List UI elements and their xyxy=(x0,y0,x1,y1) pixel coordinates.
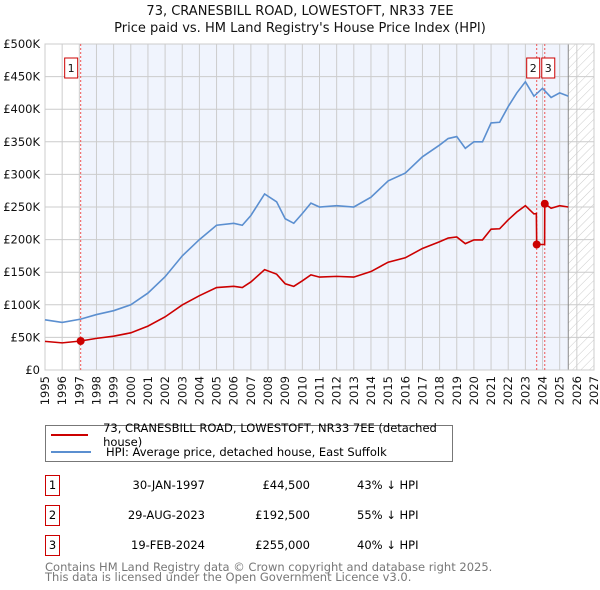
x-tick-label: 2027 xyxy=(587,376,600,405)
legend-item-property: 73, CRANESBILL ROAD, LOWESTOFT, NR33 7EE… xyxy=(46,421,452,449)
y-tick-label: £350K xyxy=(3,135,40,149)
y-tick-label: £250K xyxy=(3,200,40,214)
sale-point xyxy=(540,199,549,208)
x-tick-label: 1999 xyxy=(107,376,121,405)
chart-title: 73, CRANESBILL ROAD, LOWESTOFT, NR33 7EE xyxy=(146,4,454,19)
x-tick-label: 2008 xyxy=(261,376,275,405)
x-tick-label: 1995 xyxy=(38,376,52,405)
sale-label-box xyxy=(541,57,556,79)
x-tick-label: 2003 xyxy=(175,376,189,405)
sale-hpi: 40% ↓ HPI xyxy=(357,538,419,552)
x-tick-label: 2024 xyxy=(536,376,550,405)
legend-item-hpi: HPI: Average price, detached house, East… xyxy=(46,443,387,460)
sale-date: 29-AUG-2023 xyxy=(127,508,205,522)
y-tick-label: £450K xyxy=(3,70,40,84)
x-tick-label: 2006 xyxy=(227,376,241,405)
x-tick-label: 2012 xyxy=(330,376,344,405)
x-tick-label: 1996 xyxy=(55,376,69,405)
x-tick-label: 2007 xyxy=(244,376,258,405)
chart-subtitle: Price paid vs. HM Land Registry's House … xyxy=(114,21,486,36)
x-tick-label: 2021 xyxy=(484,376,498,405)
x-tick-label: 2014 xyxy=(364,376,378,405)
y-tick-label: £0 xyxy=(25,363,40,377)
footer-copyright: Contains HM Land Registry data © Crown c… xyxy=(45,560,493,574)
sale-date: 19-FEB-2024 xyxy=(131,538,205,552)
x-tick-label: 2020 xyxy=(467,376,481,405)
x-tick-label: 2025 xyxy=(553,376,567,405)
sale-label: 1 xyxy=(68,62,75,75)
plot-border xyxy=(44,43,595,371)
sale-number: 1 xyxy=(45,475,60,496)
x-tick-label: 2011 xyxy=(313,376,327,405)
x-tick-label: 2001 xyxy=(141,376,155,405)
x-tick-label: 2013 xyxy=(347,376,361,405)
sale-number: 3 xyxy=(45,535,60,556)
legend-label: 73, CRANESBILL ROAD, LOWESTOFT, NR33 7EE… xyxy=(103,420,437,449)
x-tick-label: 2004 xyxy=(192,376,206,405)
chart: 1995 1996 1997 1998 1999 2000 2001 2002 2003 2004… xyxy=(3,37,600,405)
y-tick-label: £500K xyxy=(3,37,40,51)
y-tick-label: £300K xyxy=(3,167,40,181)
x-tick-label: 2023 xyxy=(518,376,532,405)
y-tick-label: £50K xyxy=(11,330,41,344)
x-tick-label: 2005 xyxy=(210,376,224,405)
x-tick-label: 2016 xyxy=(398,376,412,405)
table-row: 3 19-FEB-2024 £255,000 40% ↓ HPI xyxy=(45,535,465,556)
x-tick-label: 2002 xyxy=(158,376,172,405)
y-tick-label: £100K xyxy=(3,298,40,312)
footer-licence: This data is licensed under the Open Gov… xyxy=(45,570,412,584)
sale-label: 3 xyxy=(545,62,552,75)
x-tick-label: 2019 xyxy=(450,376,464,405)
price-paid-line xyxy=(44,202,569,344)
sale-label: 2 xyxy=(530,62,537,75)
legend-label: HPI: Average price, detached house, East… xyxy=(106,444,387,459)
sale-hpi: 55% ↓ HPI xyxy=(357,508,419,522)
x-tick-label: 2010 xyxy=(295,376,309,405)
sale-hpi: 43% ↓ HPI xyxy=(357,478,419,492)
x-tick-label: 2017 xyxy=(415,376,429,405)
sale-point xyxy=(532,240,541,249)
sale-date: 30-JAN-1997 xyxy=(132,478,206,492)
x-tick-label: 2009 xyxy=(278,376,292,405)
sale-label-box xyxy=(526,57,541,79)
sale-point xyxy=(76,336,85,345)
y-tick-label: £150K xyxy=(3,265,40,279)
hpi-line xyxy=(44,80,569,324)
y-tick-label: £200K xyxy=(3,233,40,247)
x-tick-label: 2018 xyxy=(433,376,447,405)
x-tick-label: 2015 xyxy=(381,376,395,405)
sale-price: £192,500 xyxy=(255,508,310,522)
table-row: 1 30-JAN-1997 £44,500 43% ↓ HPI xyxy=(45,475,465,496)
sale-label-box xyxy=(64,57,79,79)
legend-swatch-red xyxy=(51,433,89,436)
legend: 73, CRANESBILL ROAD, LOWESTOFT, NR33 7EE… xyxy=(45,421,453,462)
x-tick-label: 1998 xyxy=(89,376,103,405)
x-tick-label: 2026 xyxy=(570,376,584,405)
sale-number: 2 xyxy=(45,505,60,526)
x-tick-label: 2000 xyxy=(124,376,138,405)
sale-price: £44,500 xyxy=(262,478,310,492)
y-tick-label: £400K xyxy=(3,102,40,116)
x-tick-label: 2022 xyxy=(501,376,515,405)
x-tick-label: 1997 xyxy=(72,376,86,405)
legend-swatch-blue xyxy=(51,450,91,453)
sale-price: £255,000 xyxy=(255,538,310,552)
table-row: 2 29-AUG-2023 £192,500 55% ↓ HPI xyxy=(45,505,465,526)
